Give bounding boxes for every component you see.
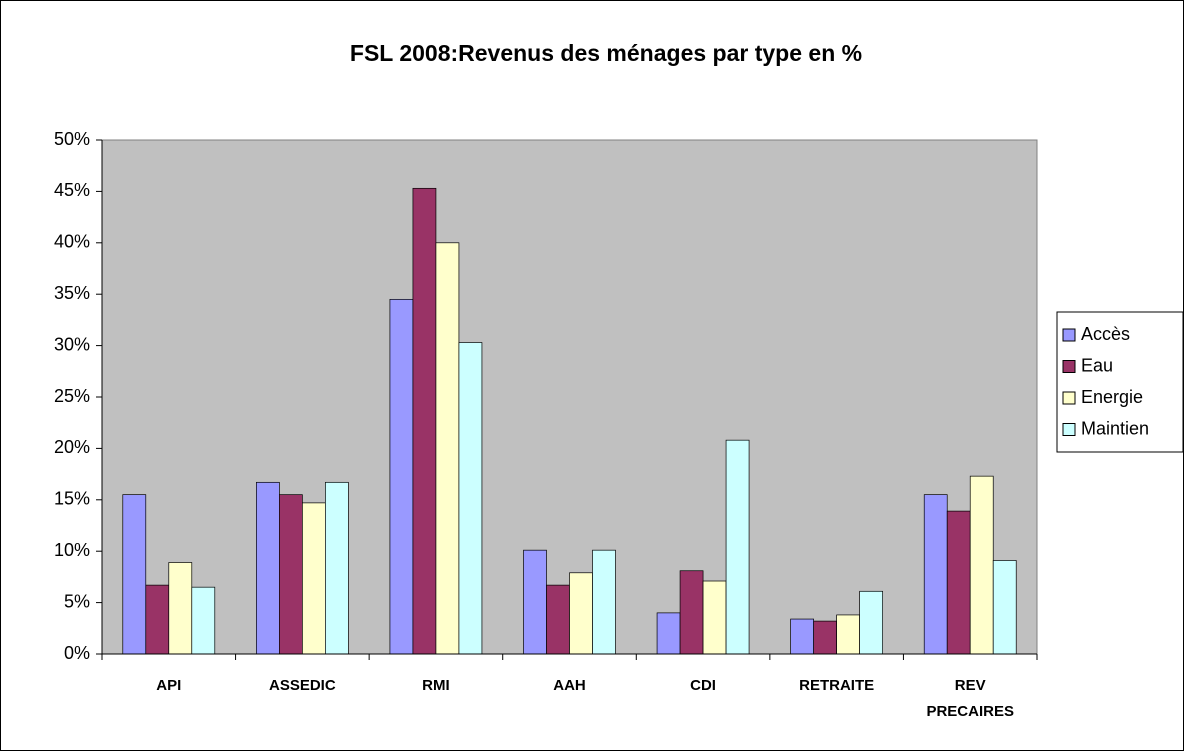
y-tick-label: 25%: [54, 386, 90, 406]
bar: [946, 510, 971, 655]
legend-box: [1056, 311, 1184, 453]
bar: [592, 549, 616, 655]
y-tick-label: 45%: [54, 180, 90, 200]
y-tick-label: 40%: [54, 232, 90, 252]
bar: [389, 298, 414, 655]
legend-swatch: [1062, 328, 1076, 342]
bar: [256, 481, 280, 655]
x-tick-label: API: [156, 677, 182, 694]
bar: [702, 580, 727, 655]
bar: [122, 494, 147, 655]
y-tick-label: 20%: [54, 437, 90, 457]
bar: [969, 475, 994, 655]
legend-swatch: [1062, 423, 1076, 436]
bar: [992, 560, 1017, 655]
bar: [923, 494, 948, 655]
legend-label: Maintien: [1081, 418, 1149, 438]
bar: [412, 187, 437, 655]
y-tick-label: 50%: [54, 129, 90, 149]
bar: [191, 586, 216, 655]
bar: [168, 562, 193, 655]
y-tick-label: 5%: [64, 591, 90, 611]
y-tick-label: 30%: [54, 334, 90, 354]
x-tick-label: REV PRECAIRES: [926, 677, 1014, 720]
chart-title: FSL 2008:Revenus des ménages par type en…: [350, 40, 862, 66]
x-tick-label: ASSEDIC: [269, 677, 336, 694]
bar: [569, 572, 593, 655]
bar: [325, 481, 349, 655]
x-tick-label: RETRAITE: [799, 677, 875, 694]
bar: [145, 584, 170, 655]
x-tick-label: RMI: [422, 677, 450, 694]
bar: [656, 612, 681, 655]
bar: [546, 584, 570, 655]
x-tick-label: CDI: [690, 677, 716, 694]
legend-label: Energie: [1081, 387, 1143, 407]
y-tick-label: 15%: [54, 489, 90, 509]
bar: [790, 618, 814, 655]
bar: [813, 620, 837, 655]
y-tick-label: 35%: [54, 283, 90, 303]
bar: [435, 242, 460, 655]
x-tick-label: AAH: [553, 677, 586, 694]
bar: [279, 494, 303, 655]
bar: [679, 570, 704, 655]
bar: [302, 502, 326, 655]
legend-swatch: [1062, 391, 1076, 405]
bar: [458, 342, 483, 655]
bar: [859, 590, 883, 655]
y-tick-label: 10%: [54, 540, 90, 560]
bar: [836, 614, 860, 655]
bar: [725, 439, 750, 655]
bar: [523, 549, 547, 655]
legend-label: Eau: [1081, 355, 1113, 375]
legend-swatch: [1062, 360, 1076, 373]
legend-label: Accès: [1081, 324, 1130, 344]
y-tick-label: 0%: [64, 643, 90, 663]
